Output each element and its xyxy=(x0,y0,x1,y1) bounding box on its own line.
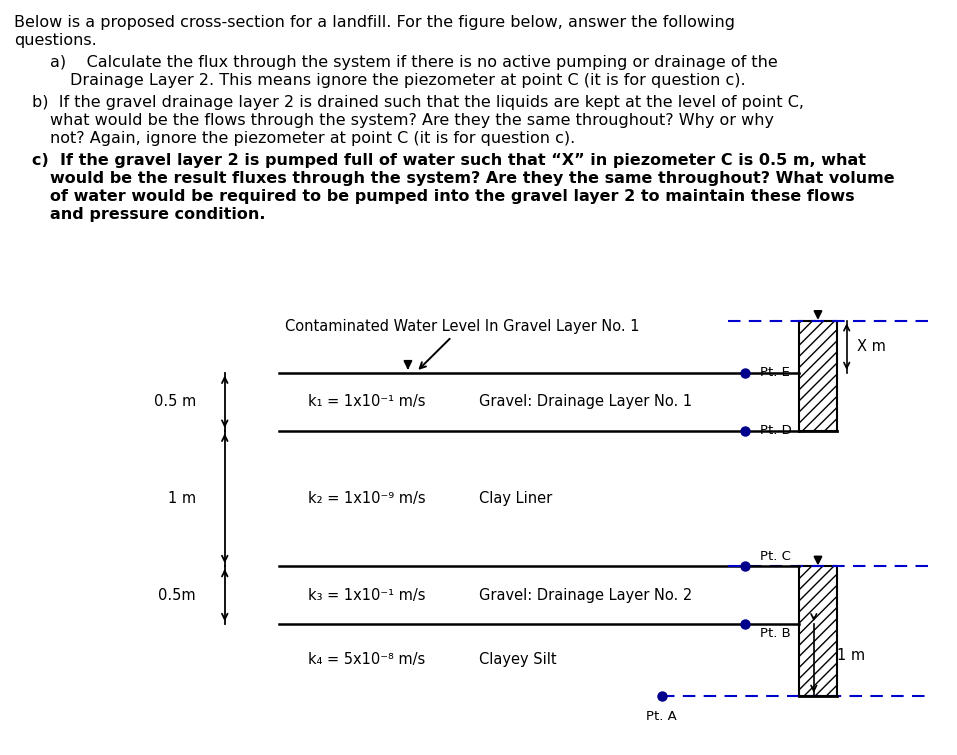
Text: k₂ = 1x10⁻⁹ m/s: k₂ = 1x10⁻⁹ m/s xyxy=(308,491,426,506)
Text: Pt. A: Pt. A xyxy=(647,710,678,723)
Text: Pt. E: Pt. E xyxy=(760,366,790,379)
Text: 0.5 m: 0.5 m xyxy=(154,394,196,409)
Text: Pt. D: Pt. D xyxy=(760,424,791,437)
Text: would be the result fluxes through the system? Are they the same throughout? Wha: would be the result fluxes through the s… xyxy=(50,171,895,186)
Text: of water would be required to be pumped into the gravel layer 2 to maintain thes: of water would be required to be pumped … xyxy=(50,189,855,204)
Text: 1 m: 1 m xyxy=(168,491,196,506)
Text: c)  If the gravel layer 2 is pumped full of water such that “X” in piezometer C : c) If the gravel layer 2 is pumped full … xyxy=(32,153,866,168)
Text: Gravel: Drainage Layer No. 2: Gravel: Drainage Layer No. 2 xyxy=(478,587,692,602)
Text: what would be the flows through the system? Are they the same throughout? Why or: what would be the flows through the syst… xyxy=(50,113,774,128)
Text: not? Again, ignore the piezometer at point C (it is for question c).: not? Again, ignore the piezometer at poi… xyxy=(50,131,575,146)
Text: Pt. C: Pt. C xyxy=(760,550,791,563)
Text: b)  If the gravel drainage layer 2 is drained such that the liquids are kept at : b) If the gravel drainage layer 2 is dra… xyxy=(32,95,804,110)
Bar xyxy=(799,566,836,695)
Text: Gravel: Drainage Layer No. 1: Gravel: Drainage Layer No. 1 xyxy=(478,394,692,409)
Text: and pressure condition.: and pressure condition. xyxy=(50,207,265,222)
Text: k₁ = 1x10⁻¹ m/s: k₁ = 1x10⁻¹ m/s xyxy=(308,394,426,409)
Text: 1 m: 1 m xyxy=(837,649,865,664)
Text: questions.: questions. xyxy=(14,33,97,48)
Text: Pt. B: Pt. B xyxy=(760,627,790,640)
Text: Clay Liner: Clay Liner xyxy=(478,491,552,506)
Text: 0.5m: 0.5m xyxy=(158,587,196,602)
Text: Clayey Silt: Clayey Silt xyxy=(478,652,556,667)
Text: Drainage Layer 2. This means ignore the piezometer at point C (it is for questio: Drainage Layer 2. This means ignore the … xyxy=(70,73,746,88)
Text: Contaminated Water Level In Gravel Layer No. 1: Contaminated Water Level In Gravel Layer… xyxy=(285,319,639,368)
Bar xyxy=(799,321,836,430)
Text: k₃ = 1x10⁻¹ m/s: k₃ = 1x10⁻¹ m/s xyxy=(308,587,426,602)
Text: k₄ = 5x10⁻⁸ m/s: k₄ = 5x10⁻⁸ m/s xyxy=(308,652,425,667)
Text: X m: X m xyxy=(857,339,885,354)
Text: a)    Calculate the flux through the system if there is no active pumping or dra: a) Calculate the flux through the system… xyxy=(50,55,778,70)
Text: Below is a proposed cross-section for a landfill. For the figure below, answer t: Below is a proposed cross-section for a … xyxy=(14,15,735,30)
